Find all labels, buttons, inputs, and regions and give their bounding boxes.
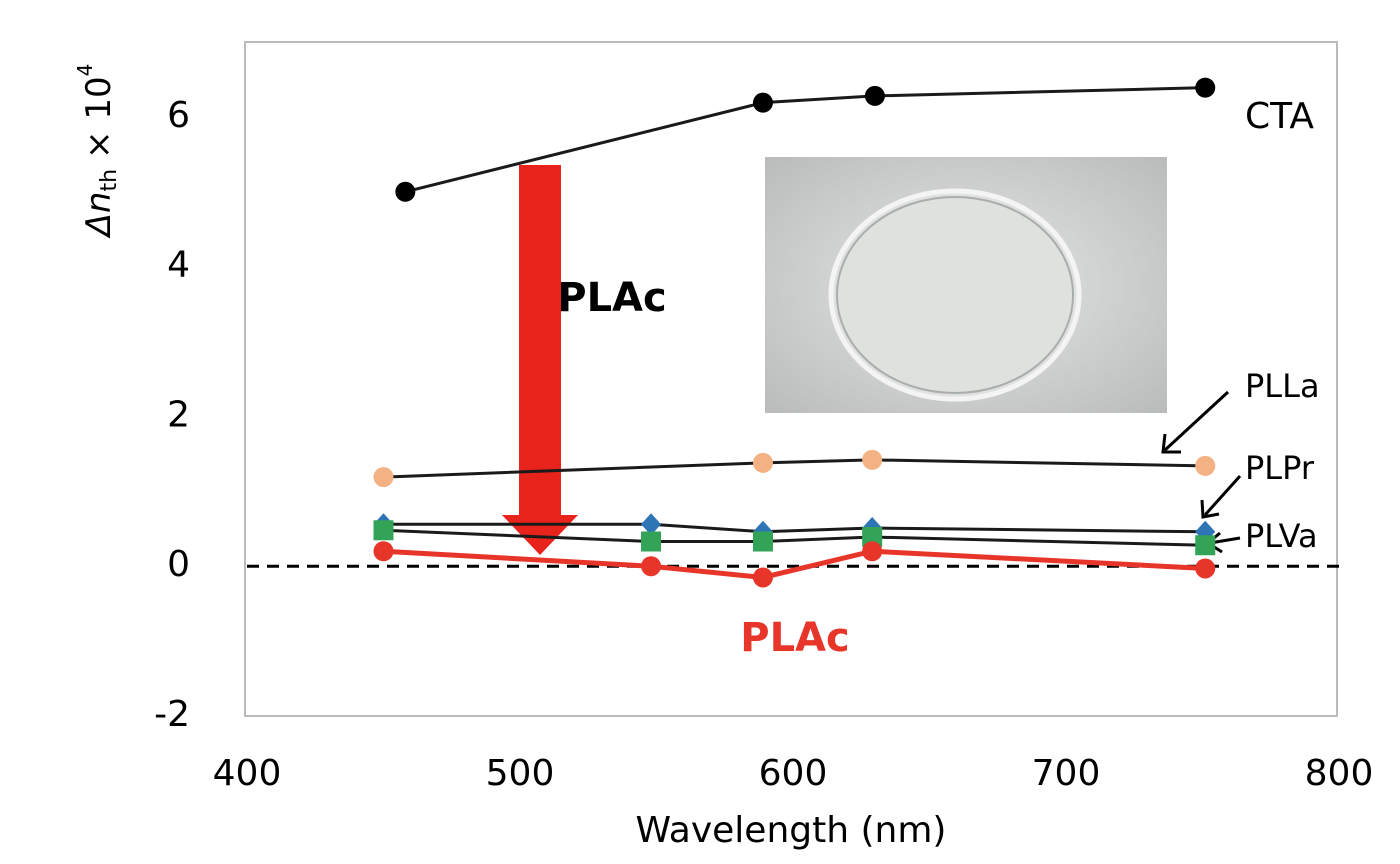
x-axis-label: Wavelength (nm) (636, 810, 947, 851)
marker (641, 531, 662, 552)
marker (862, 449, 883, 470)
series-label: CTA (1245, 96, 1314, 137)
marker (641, 513, 662, 536)
series-label: PLPr (1245, 449, 1315, 487)
marker (373, 467, 394, 488)
marker (373, 541, 394, 562)
series-label: PLVa (1245, 517, 1318, 555)
y-tick-label: 0 (167, 544, 190, 585)
x-tick-label: 600 (759, 753, 828, 794)
marker (862, 527, 883, 548)
series-label: PLLa (1245, 367, 1320, 405)
x-tick-label: 700 (1032, 753, 1101, 794)
red-arrow (502, 165, 578, 555)
marker (1195, 558, 1216, 579)
y-label-subscript: th (97, 169, 122, 192)
series-line (404, 86, 1206, 194)
marker (1195, 455, 1216, 476)
marker (1195, 535, 1216, 556)
y-label-symbol: Δn (79, 192, 119, 240)
y-label-factor: × 10 (79, 76, 119, 159)
y-tick-label: 4 (167, 245, 190, 286)
marker (395, 181, 416, 202)
inset-photo (765, 157, 1167, 413)
x-tick-label: 400 (213, 753, 282, 794)
marker (373, 520, 394, 541)
marker (864, 85, 885, 106)
marker (752, 531, 773, 552)
y-tick-label: 6 (167, 95, 190, 136)
series-line (383, 458, 1206, 479)
series-line (383, 548, 1206, 580)
label-arrows (1161, 390, 1242, 554)
marker (641, 556, 662, 577)
y-tick-label: -2 (154, 694, 190, 735)
y-label-exponent: 4 (73, 64, 97, 77)
y-axis-label: Δnth × 104 (73, 64, 123, 240)
plot-frame (244, 41, 1338, 717)
series-label: PLAc (740, 615, 849, 661)
inset-label: PLAc (557, 275, 666, 321)
y-tick-label: 2 (167, 394, 190, 435)
marker (1195, 77, 1216, 98)
marker (752, 452, 773, 473)
marker (752, 567, 773, 588)
series-line (383, 528, 1206, 547)
marker (752, 92, 773, 113)
marker (862, 541, 883, 562)
series-line (383, 522, 1206, 534)
x-tick-label: 800 (1305, 753, 1374, 794)
x-tick-label: 500 (486, 753, 555, 794)
